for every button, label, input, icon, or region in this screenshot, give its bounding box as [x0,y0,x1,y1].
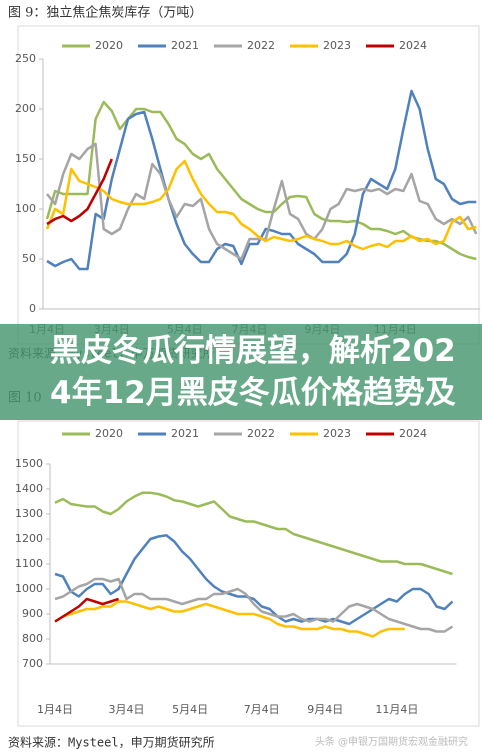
series-line [54,597,119,623]
y-tick-label: 250 [15,52,36,65]
y-tick-label: 1500 [15,457,43,470]
x-tick-label: 1月4日 [37,703,73,716]
y-tick-label: 1400 [15,482,43,495]
x-tick-label: 11月4日 [375,703,418,716]
legend-label: 2020 [95,427,123,440]
x-tick-label: 5月4日 [172,703,208,716]
y-tick-label: 1100 [15,557,43,570]
y-tick-label: 200 [15,102,36,115]
legend-label: 2021 [171,427,199,440]
legend-label: 2021 [171,39,199,52]
y-tick-label: 1000 [15,582,43,595]
series-line [54,577,454,633]
legend-label: 2020 [95,39,123,52]
series-line [54,491,453,576]
y-tick-label: 900 [22,607,43,620]
x-tick-label: 7月4日 [244,703,280,716]
watermark: 头条 @申银万国期货宏观金融研究 [314,737,468,748]
y-tick-label: 0 [29,302,36,315]
series-line [45,100,477,261]
legend-label: 2022 [247,427,275,440]
legend-label: 2023 [323,427,351,440]
y-tick-label: 1300 [15,507,43,520]
legend-label: 2024 [399,39,427,52]
series-line [46,89,477,271]
series-line [45,159,477,251]
source-note: 资料来源：Mysteel，申万期货研究所 [8,735,215,750]
y-tick-label: 50 [22,252,36,265]
series-line [46,158,113,226]
y-tick-label: 700 [22,657,43,670]
legend-label: 2023 [323,39,351,52]
y-tick-label: 100 [15,202,36,215]
y-tick-label: 1200 [15,532,43,545]
y-tick-label: 150 [15,152,36,165]
chart-frame [17,420,480,727]
legend-label: 2024 [399,427,427,440]
series-line [54,600,405,638]
x-tick-label: 3月4日 [109,703,145,716]
x-tick-label: 9月4日 [307,703,343,716]
legend-label: 2022 [247,39,275,52]
banner-title: 黑皮冬瓜行情展望，解析2024年12月黑皮冬瓜价格趋势及 [0,324,482,420]
y-tick-label: 800 [22,632,43,645]
chart-title: 图 9：独立焦企焦炭库存（万吨） [8,5,202,21]
